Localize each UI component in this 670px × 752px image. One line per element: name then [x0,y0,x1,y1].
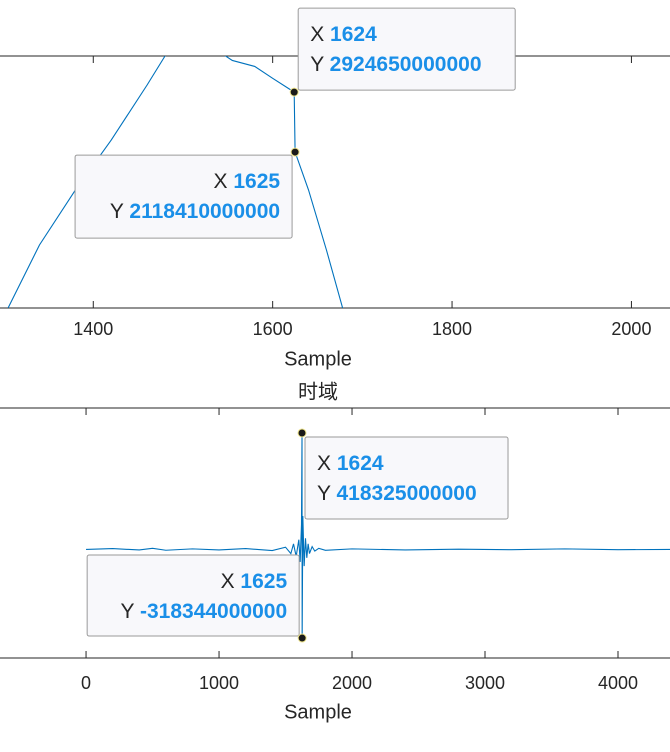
x-tick-label: 1800 [432,319,472,339]
datatip-label: Y [310,53,324,76]
datatip-text: X 1625 [221,570,288,593]
datatip-marker [289,87,299,97]
x-tick-label: 4000 [598,673,638,693]
x-tick-label: 3000 [465,673,505,693]
datatip-text: X 1624 [317,452,384,475]
x-axis-label: Sample [284,348,352,370]
datatip-box [74,154,293,239]
datatip-value: 1625 [233,170,280,193]
datatip-label: X [317,452,331,475]
x-tick-label: 1600 [253,319,293,339]
datatip-text: X 1624 [310,23,377,46]
x-axis-label: Sample [284,701,352,723]
datatip-box [86,554,300,637]
x-tick-label: 0 [81,673,91,693]
datatip-marker [297,633,307,643]
datatip-text: Y -318344000000 [121,600,288,623]
datatip-marker [297,428,307,438]
datatip-value: -318344000000 [140,600,287,623]
datatip-value: 1624 [330,23,377,46]
datatip-value: 1624 [337,452,384,475]
x-tick-label: 2000 [332,673,372,693]
datatip-box [304,436,509,520]
datatip-label: X [214,170,228,193]
datatip-marker [290,147,300,157]
datatip-label: Y [317,482,331,505]
datatip-value: 418325000000 [337,482,477,505]
datatip-label: X [221,570,235,593]
datatip-text: Y 2118410000000 [110,200,280,223]
datatip-value: 1625 [240,570,287,593]
x-tick-label: 2000 [611,319,651,339]
x-tick-label: 1400 [73,319,113,339]
datatip-text: X 1625 [214,170,281,193]
datatip-box [297,7,516,91]
datatip-value: 2118410000000 [129,200,280,223]
datatip-text: Y 418325000000 [317,482,477,505]
chart-title: 时域 [298,380,338,404]
x-tick-label: 1000 [199,673,239,693]
datatip-text: Y 2924650000000 [310,53,481,76]
datatip-value: 2924650000000 [330,53,482,76]
datatip-label: Y [121,600,135,623]
datatip-label: X [310,23,324,46]
datatip-label: Y [110,200,124,223]
